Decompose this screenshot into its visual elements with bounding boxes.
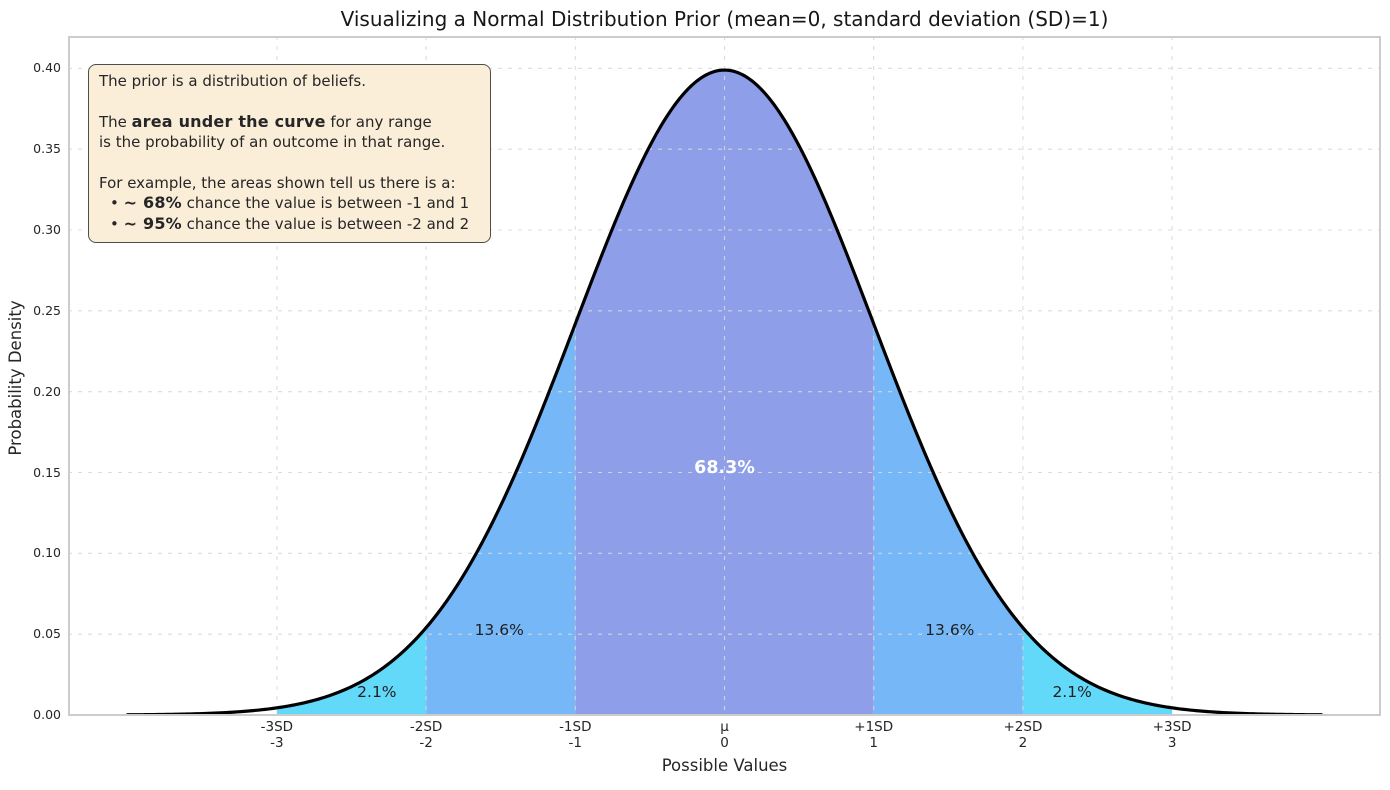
density-curve [126, 68, 1323, 716]
explanation-box: The prior is a distribution of beliefs. … [88, 64, 491, 243]
y-tick-label-0.25: 0.25 [33, 302, 61, 318]
percent-label-2.1%: 2.1% [1052, 683, 1091, 701]
infobox-text: for any range [325, 112, 432, 131]
x-tick-label--2: -2SD -2 [381, 719, 471, 751]
percent-label-68.3%: 68.3% [694, 458, 755, 478]
infobox-paragraph-1: The prior is a distribution of beliefs. [99, 71, 480, 92]
infobox-bold-text: ~ 95% [123, 213, 182, 233]
y-tick-label-0.40: 0.40 [33, 60, 61, 76]
percent-label-13.6%: 13.6% [475, 621, 524, 639]
plot-spines [68, 36, 1381, 716]
x-tick-sd-label: +2SD [1003, 719, 1043, 735]
chart-title: Visualizing a Normal Distribution Prior … [340, 7, 1109, 31]
x-tick-value-label: -1 [568, 734, 583, 751]
infobox-bullet-2: • ~ 95% chance the value is between -2 a… [99, 214, 480, 235]
x-tick-value-label: -2 [419, 734, 433, 751]
percent-label-2.1%: 2.1% [357, 683, 396, 701]
infobox-text: chance the value is between -1 and 1 [181, 194, 470, 212]
x-tick-label-2: +2SD 2 [978, 719, 1068, 751]
x-tick-sd-label: μ [720, 719, 729, 735]
infobox-paragraph-3: For example, the areas shown tell us the… [99, 173, 480, 235]
y-tick-label-0.00: 0.00 [33, 707, 61, 722]
band-fill-2.1% [276, 627, 427, 715]
y-axis-label: Probability Density [6, 300, 25, 456]
x-tick-sd-label: -2SD [409, 719, 443, 735]
x-tick-sd-label: +1SD [854, 719, 894, 735]
infobox-text: chance the value is between -2 and 2 [181, 214, 470, 233]
infobox-text: For example, the areas shown tell us the… [99, 173, 456, 192]
x-tick-sd-label: +3SD [1152, 719, 1192, 735]
infobox-bold-text: area under the curve [131, 111, 326, 131]
x-tick-value-label: 1 [869, 734, 878, 751]
y-tick-label-0.20: 0.20 [33, 383, 61, 399]
x-tick-value-label: -3 [270, 734, 284, 751]
y-tick-label-0.35: 0.35 [33, 141, 61, 157]
infobox-text: The prior is a distribution of beliefs. [99, 72, 366, 90]
x-axis-label: Possible Values [661, 756, 788, 775]
infobox-bullet-1: • ~ 68% chance the value is between -1 a… [99, 193, 480, 214]
infobox-text: The [99, 112, 132, 131]
x-tick-label-1: +1SD 1 [829, 719, 919, 751]
y-tick-label-0.15: 0.15 [33, 464, 61, 480]
x-tick-value-label: 2 [1018, 734, 1028, 751]
x-tick-label-3: +3SD 3 [1127, 719, 1217, 751]
y-tick-label-0.10: 0.10 [33, 545, 61, 561]
x-tick-sd-label: -1SD [559, 719, 592, 735]
bullet-icon: • [110, 194, 124, 212]
percent-label-13.6%: 13.6% [925, 621, 974, 639]
x-tick-label--1: -1SD -1 [530, 719, 620, 751]
y-tick-label-0.05: 0.05 [33, 626, 61, 642]
x-tick-label--3: -3SD -3 [232, 719, 322, 751]
infobox-paragraph-2: The area under the curve for any range is… [99, 112, 480, 153]
x-tick-value-label: 0 [720, 734, 729, 751]
band-fill-2.1% [1022, 627, 1173, 715]
bullet-icon: • [110, 214, 124, 233]
infobox-text: is the probability of an outcome in that… [99, 133, 446, 151]
y-tick-label-0.30: 0.30 [33, 222, 61, 237]
x-tick-sd-label: -3SD [260, 719, 294, 735]
x-tick-value-label: 3 [1167, 734, 1177, 751]
infobox-bold-text: ~ 68% [123, 193, 182, 212]
